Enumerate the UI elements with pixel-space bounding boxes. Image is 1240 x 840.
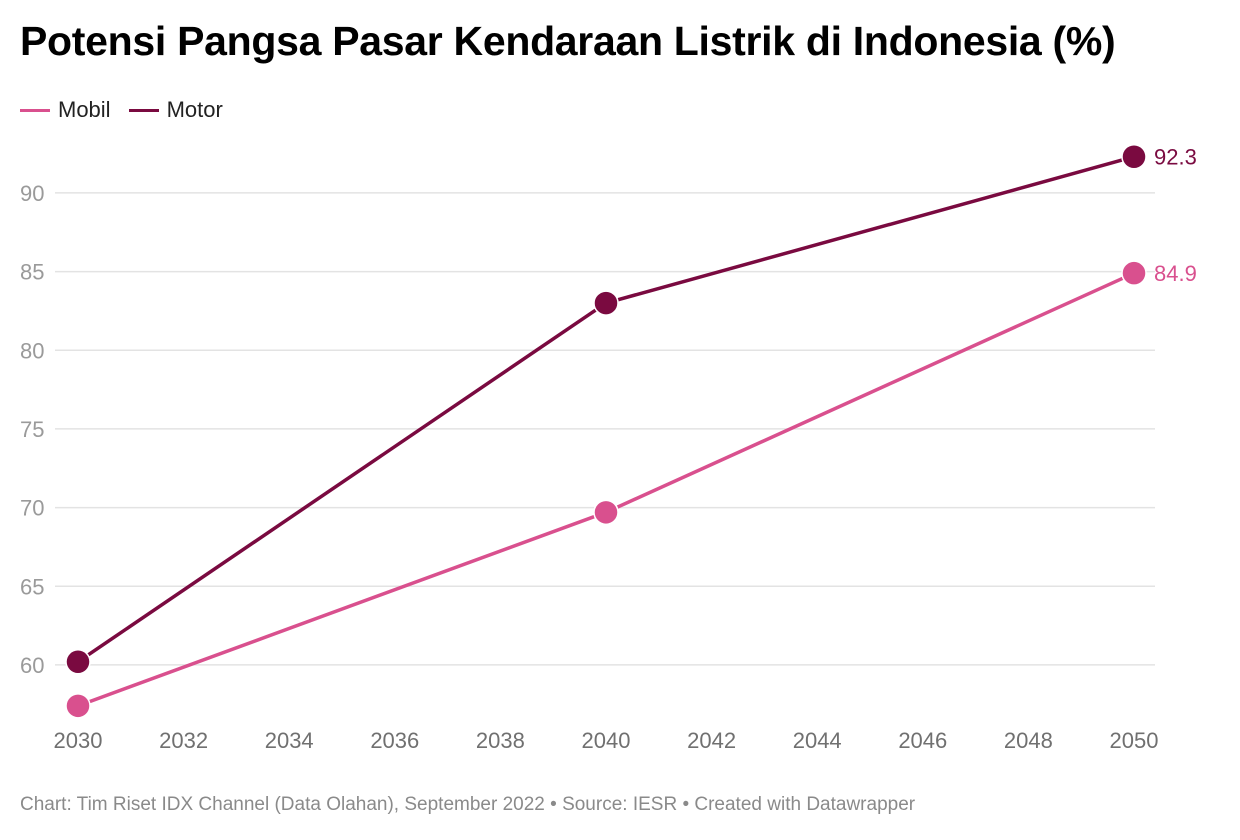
x-tick-label: 2038 [476,728,525,753]
data-point-mobil [593,499,619,526]
x-tick-label: 2040 [582,728,631,753]
data-point-mobil [65,693,91,719]
chart-title: Potensi Pangsa Pasar Kendaraan Listrik d… [20,18,1116,64]
legend-swatch-mobil [20,108,50,112]
x-tick-label: 2036 [370,728,419,753]
chart-legend: Mobil Motor [20,97,241,123]
y-tick-label: 80 [20,338,44,363]
y-axis-ticks: 60 65 70 75 80 85 90 [20,181,44,678]
x-tick-label: 2030 [54,728,103,753]
x-tick-label: 2046 [898,728,947,753]
y-tick-label: 85 [20,260,44,285]
series-mobil: 84.9 [65,260,1197,719]
y-tick-label: 90 [20,181,44,206]
x-tick-label: 2034 [265,728,314,753]
series-line-mobil [76,271,1136,708]
y-tick-label: 70 [20,496,44,521]
chart-footer: Chart: Tim Riset IDX Channel (Data Olaha… [20,794,916,815]
end-label-mobil: 84.9 [1154,261,1197,286]
data-point-motor [65,649,91,675]
x-tick-label: 2048 [1004,728,1053,753]
x-axis-ticks: 2030 2032 2034 2036 2038 2040 2042 2044 2046 2048… [54,728,1159,753]
data-point-motor [1121,143,1147,170]
x-tick-label: 2050 [1110,728,1159,753]
y-tick-label: 65 [20,574,44,599]
data-point-motor [593,290,619,316]
grid-layer [55,192,1155,666]
legend-item-motor: Motor [128,97,223,123]
legend-swatch-motor [128,108,159,112]
end-label-motor: 92.3 [1154,145,1197,170]
y-tick-label: 60 [20,653,44,678]
legend-item-mobil: Mobil [20,97,111,123]
x-tick-label: 2032 [159,728,208,753]
legend-label-motor: Motor [166,97,223,122]
series-motor: 92.3 [65,143,1197,675]
x-tick-label: 2044 [793,728,842,753]
y-tick-label: 75 [20,417,44,442]
series-layer: 84.9 92.3 [65,143,1197,719]
legend-label-mobil: Mobil [58,97,111,122]
data-point-mobil [1121,260,1147,286]
x-tick-label: 2042 [687,728,736,753]
